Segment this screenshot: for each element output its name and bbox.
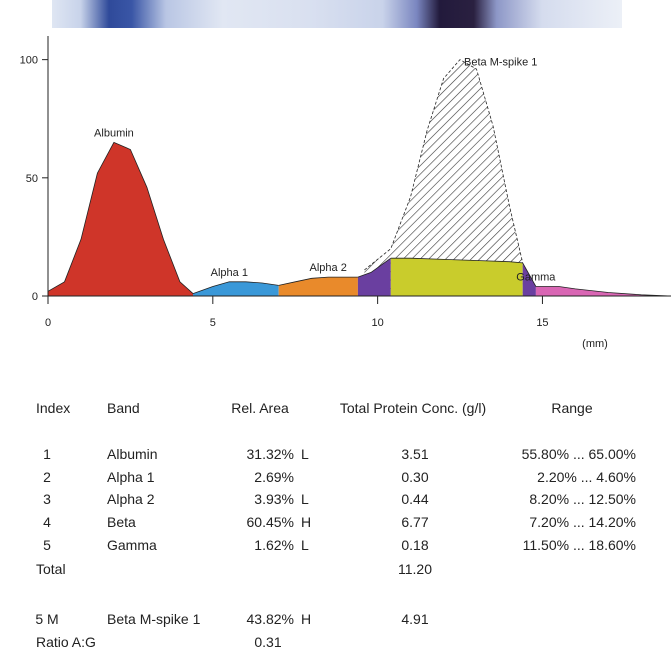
band-label: Albumin [94,127,134,139]
band-area [279,277,358,296]
table-cell: 1 [43,446,51,462]
report: Beta M-spike 1 Albumin Alpha 1 Alpha 2 Gamma… [0,0,671,653]
x-tick-label: 0 [45,317,51,329]
header-cell: Index [36,400,70,416]
header-cell: Band [107,400,140,416]
x-tick-label: 5 [210,317,216,329]
table-cell: L [301,491,309,507]
table-cell: 5 [43,537,51,553]
band-area [48,142,193,296]
x-axis-label: (mm) [582,338,608,350]
table-cell: 0.18 [401,537,428,553]
table-cell: 60.45% [247,514,294,530]
table-cell: H [301,611,311,627]
table-cell: Albumin [107,446,158,462]
band-area [536,287,671,297]
y-tick-label: 50 [26,173,38,185]
table-cell: Alpha 1 [107,469,154,485]
band-label: Alpha 2 [310,262,347,274]
table-cell: 2.20% ... 4.60% [537,469,636,485]
table-cell: L [301,537,309,553]
table-cell: Total [36,561,66,577]
table-cell: 1.62% [254,537,294,553]
table-cell: 8.20% ... 12.50% [529,491,636,507]
table-cell: Gamma [107,537,157,553]
table-cell: 3 [43,491,51,507]
table-cell: 7.20% ... 14.20% [529,514,636,530]
band-area [391,258,523,296]
chart: Beta M-spike 1 Albumin Alpha 1 Alpha 2 Gamma… [0,0,671,360]
table-cell: 0.30 [401,469,428,485]
table-cell: 3.93% [254,491,294,507]
x-tick-label: 10 [372,317,384,329]
table-cell: Ratio A:G [36,634,96,650]
table-cell: 55.80% ... 65.00% [522,446,636,462]
table-cell: 6.77 [401,514,428,530]
results-table: Index Band Rel. Area Total Protein Conc. (g… [0,390,671,653]
table-cell: 3.51 [401,446,428,462]
table-cell: 5 M [35,611,58,627]
table-cell: Beta M-spike 1 [107,611,200,627]
table-cell: Beta [107,514,136,530]
band-label: Beta M-spike 1 [464,57,537,69]
table-cell: Alpha 2 [107,491,154,507]
table-cell: L [301,446,309,462]
table-cell: 0.31 [254,634,281,650]
table-cell: 4.91 [401,611,428,627]
table-cell: 43.82% [247,611,294,627]
table-cell: 4 [43,514,51,530]
header-cell: Total Protein Conc. (g/l) [340,400,486,416]
header-cell: Rel. Area [231,400,289,416]
band-label: Gamma [516,272,556,284]
x-tick-label: 15 [536,317,548,329]
header-cell: Range [551,400,592,416]
table-cell: 11.20 [398,561,432,577]
band-label: Alpha 1 [211,267,248,279]
table-cell: 11.50% ... 18.60% [523,537,636,553]
table-cell: 31.32% [247,446,294,462]
y-tick-label: 0 [32,291,38,303]
table-cell: 0.44 [401,491,428,507]
table-cell: 2 [43,469,51,485]
y-tick-label: 100 [20,55,38,67]
table-cell: H [301,514,311,530]
table-cell: 2.69% [254,469,294,485]
